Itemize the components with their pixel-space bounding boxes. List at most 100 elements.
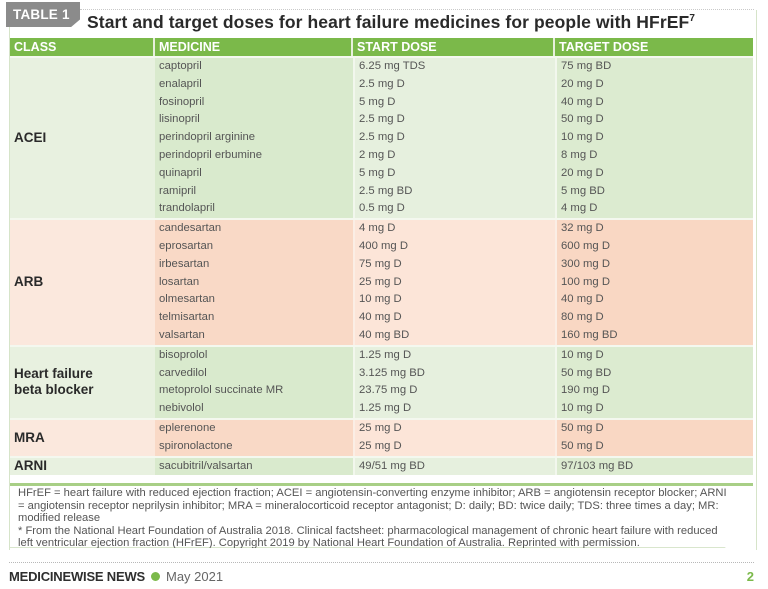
target-dose-cell: 50 mg D [555,437,753,456]
table-label-tag: TABLE 1 [6,2,80,27]
start-dose-cell: 75 mg D [353,255,555,274]
start-dose-cell: 23.75 mg D [353,382,555,401]
publication-name: MEDICINEWISE NEWS [9,569,145,584]
table-row: eprosartan 400 mg D 600 mg D [155,237,753,256]
target-dose-cell: 97/103 mg BD [555,457,753,476]
start-dose-cell: 2.5 mg D [353,75,555,94]
doses-table: CLASS MEDICINE START DOSE TARGET DOSE AC… [10,38,753,487]
medicine-cell: eplerenone [155,419,353,438]
top-divider [80,9,754,10]
footer-divider [9,562,754,563]
medicine-cell: eprosartan [155,237,353,256]
start-dose-cell: 40 mg BD [353,326,555,345]
target-dose-cell: 300 mg D [555,255,753,274]
class-label: ACEI [14,130,47,146]
target-dose-cell: 80 mg D [555,309,753,327]
table-row: lisinopril 2.5 mg D 50 mg D [155,111,753,130]
start-dose-cell: 10 mg D [353,291,555,310]
medicine-cell: quinapril [155,164,353,183]
medicine-cell: irbesartan [155,255,353,274]
class-cell: MRA [10,419,155,456]
table-row: telmisartan 40 mg D 80 mg D [155,309,753,327]
target-dose-cell: 10 mg D [555,129,753,147]
medicine-cell: enalapril [155,75,353,94]
medicine-cell: trandolapril [155,200,353,219]
start-dose-cell: 6.25 mg TDS [353,58,555,76]
target-dose-cell: 40 mg D [555,93,753,112]
target-dose-cell: 10 mg D [555,346,753,365]
medicine-cell: captopril [155,58,353,76]
table-row: eplerenone 25 mg D 50 mg D [155,419,753,438]
start-dose-cell: 2.5 mg D [353,111,555,130]
target-dose-cell: 50 mg D [555,419,753,438]
table-row: fosinopril 5 mg D 40 mg D [155,93,753,112]
start-dose-cell: 2.5 mg D [353,129,555,147]
target-dose-cell: 75 mg BD [555,58,753,76]
start-dose-cell: 0.5 mg D [353,200,555,219]
medicine-cell: candesartan [155,220,353,238]
table-row: candesartan 4 mg D 32 mg D [155,220,753,238]
start-dose-cell: 4 mg D [353,220,555,238]
table-row: metoprolol succinate MR 23.75 mg D 190 mg … [155,382,753,401]
table-row: valsartan 40 mg BD 160 mg BD [155,326,753,345]
start-dose-cell: 25 mg D [353,419,555,438]
header-start-dose: START DOSE [353,38,555,56]
page-footer: MEDICINEWISE NEWS May 2021 [9,569,223,584]
medicine-cell: bisoprolol [155,346,353,365]
table-bottom-rule [10,483,753,487]
table-row: ramipril 2.5 mg BD 5 mg BD [155,182,753,201]
medicine-cell: perindopril arginine [155,129,353,147]
table-row: spironolactone 25 mg D 50 mg D [155,437,753,456]
issue-date: May 2021 [166,569,224,584]
table-row: captopril 6.25 mg TDS 75 mg BD [155,58,753,76]
target-dose-cell: 20 mg D [555,164,753,183]
start-dose-cell: 3.125 mg BD [353,364,555,383]
class-label: Heart failure beta blocker [14,366,94,398]
medicine-cell: lisinopril [155,111,353,130]
start-dose-cell: 2 mg D [353,146,555,165]
start-dose-cell: 2.5 mg BD [353,182,555,201]
target-dose-cell: 32 mg D [555,220,753,238]
table-row: perindopril arginine 2.5 mg D 10 mg D [155,129,753,147]
table-row: nebivolol 1.25 mg D 10 mg D [155,400,753,418]
target-dose-cell: 5 mg BD [555,182,753,201]
start-dose-cell: 25 mg D [353,273,555,292]
table-row: carvedilol 3.125 mg BD 50 mg BD [155,364,753,383]
target-dose-cell: 160 mg BD [555,326,753,345]
target-dose-cell: 100 mg D [555,273,753,292]
target-dose-cell: 10 mg D [555,400,753,418]
class-label: MRA [14,429,45,445]
class-label: ARNI [14,458,47,474]
header-medicine: MEDICINE [155,38,353,56]
medicine-cell: telmisartan [155,309,353,327]
medicine-cell: sacubitril/valsartan [155,457,353,476]
class-label: ARB [14,274,44,290]
table-header-row: CLASS MEDICINE START DOSE TARGET DOSE [10,38,753,56]
class-group: ARNI sacubitril/valsartan 49/51 mg BD 97/10… [10,455,753,476]
start-dose-cell: 49/51 mg BD [353,457,555,476]
table-row: bisoprolol 1.25 mg D 10 mg D [155,346,753,365]
table-row: irbesartan 75 mg D 300 mg D [155,255,753,274]
table-row: quinapril 5 mg D 20 mg D [155,164,753,183]
footnotes-box: HFrEF = heart failure with reduced eject… [10,482,743,548]
class-cell: ACEI [10,58,155,219]
start-dose-cell: 1.25 mg D [353,346,555,365]
start-dose-cell: 1.25 mg D [353,400,555,418]
target-dose-cell: 50 mg D [555,111,753,130]
target-dose-cell: 40 mg D [555,291,753,310]
target-dose-cell: 8 mg D [555,146,753,165]
class-cell: Heart failure beta blocker [10,346,155,418]
medicine-cell: olmesartan [155,291,353,310]
medicine-cell: fosinopril [155,93,353,112]
page-number: 2 [746,569,754,584]
title-reference: 7 [689,13,695,25]
table-row: sacubitril/valsartan 49/51 mg BD 97/103 mg… [155,457,753,476]
table-title-text: Start and target doses for heart failure… [87,12,690,32]
target-dose-cell: 600 mg D [555,237,753,256]
start-dose-cell: 400 mg D [353,237,555,256]
class-group: ACEI captopril 6.25 mg TDS 75 mg BD enalapri… [10,56,753,219]
medicine-cell: perindopril erbumine [155,146,353,165]
